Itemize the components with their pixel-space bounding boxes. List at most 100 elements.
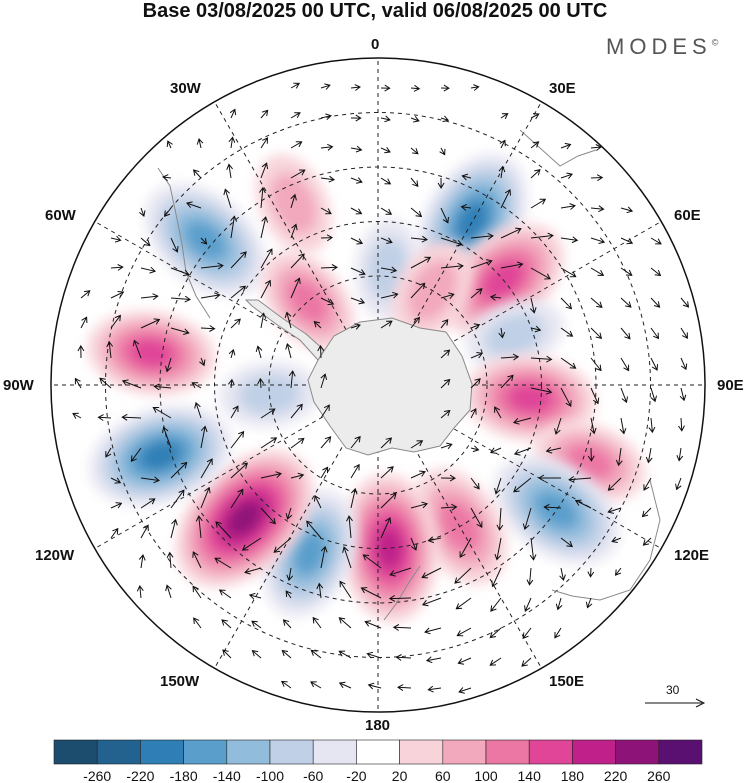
wind-vector — [388, 594, 412, 602]
wind-vector — [560, 236, 579, 244]
wind-vector — [470, 232, 494, 240]
wind-vector — [260, 471, 282, 479]
wind-vector — [320, 113, 332, 121]
wind-vector — [650, 327, 660, 340]
anomaly-contour — [238, 374, 301, 415]
wind-vector — [214, 557, 232, 569]
colorbar-tick-label: 20 — [392, 768, 408, 783]
wind-vector — [619, 417, 627, 435]
wind-vector — [290, 223, 298, 239]
wind-vector — [395, 654, 412, 661]
wind-vector — [680, 297, 690, 308]
longitude-label-0: 0 — [371, 36, 380, 53]
wind-vector — [440, 84, 450, 92]
wind-vector — [489, 657, 502, 666]
wind-vector — [500, 353, 520, 361]
wind-vector — [615, 447, 623, 467]
wind-vector — [440, 262, 464, 270]
wind-vector — [350, 463, 360, 479]
wind-vector — [251, 649, 262, 659]
colorbar-swatch — [269, 739, 314, 765]
wind-vector — [165, 584, 172, 599]
wind-vector — [140, 237, 151, 247]
wind-vector — [470, 477, 480, 490]
wind-vector — [284, 311, 292, 329]
longitude-label-120e: 120E — [674, 547, 710, 564]
brand-logo: MODES© — [606, 34, 718, 60]
wind-vector — [587, 567, 595, 578]
wind-vector — [410, 470, 426, 479]
colorbar-swatch — [615, 739, 660, 765]
wind-vector — [350, 207, 363, 215]
wind-vector — [313, 320, 322, 329]
wind-vector — [500, 113, 509, 120]
wind-vector — [410, 282, 426, 299]
wind-vector — [522, 507, 532, 531]
colorbar-tick-label: -100 — [256, 768, 284, 783]
wind-vector — [500, 374, 514, 389]
wind-vector — [140, 293, 159, 300]
colorbar-swatch — [183, 739, 228, 765]
anomaly-center — [341, 473, 438, 623]
wind-vector — [200, 325, 216, 332]
colorbar-tick-label: 140 — [518, 768, 542, 783]
wind-vector — [530, 355, 553, 363]
wind-vector — [380, 320, 393, 329]
wind-vector — [290, 141, 303, 149]
wind-vector — [494, 537, 502, 561]
wind-vector — [350, 145, 363, 153]
wind-vector — [105, 447, 112, 458]
wind-vector — [680, 327, 688, 340]
wind-vector — [642, 537, 652, 546]
colorbar-tick-label: -20 — [346, 768, 366, 783]
wind-vector — [110, 527, 119, 539]
wind-vector — [260, 216, 269, 239]
longitude-label-90w: 90W — [3, 377, 34, 394]
anomaly-contour — [507, 383, 553, 414]
graticule — [51, 58, 705, 712]
colorbar-swatch — [53, 739, 98, 765]
wind-vector — [530, 198, 547, 209]
wind-vector — [410, 537, 418, 551]
wind-vector — [320, 436, 332, 449]
wind-vector — [223, 188, 232, 209]
wind-vector — [286, 567, 294, 582]
colorbar-swatch — [528, 739, 573, 765]
wind-vector — [650, 387, 657, 403]
wind-vector — [529, 537, 537, 561]
meridian-line — [377, 384, 662, 549]
landmass — [157, 129, 661, 621]
wind-vector — [74, 377, 82, 389]
wind-vector — [200, 262, 224, 270]
wind-vector — [620, 387, 628, 404]
wind-vector — [121, 379, 142, 389]
wind-vector — [424, 627, 442, 635]
wind-vector — [607, 477, 622, 491]
wind-vector — [248, 592, 262, 600]
longitude-label-180: 180 — [365, 717, 391, 734]
wind-vector — [320, 264, 338, 271]
wind-vector — [470, 378, 481, 389]
colorbar-tick-label: -60 — [303, 768, 323, 783]
wind-vector — [338, 617, 352, 629]
wind-vector — [193, 617, 202, 629]
wind-vector — [230, 318, 241, 329]
wind-vector — [170, 518, 178, 539]
wind-vector — [215, 521, 232, 539]
wind-vector — [192, 585, 202, 599]
wind-vector — [560, 387, 572, 408]
wind-vector — [257, 377, 265, 389]
colorbar-tick-label: 180 — [561, 768, 585, 783]
wind-vector — [320, 83, 331, 90]
wind-vector — [530, 232, 554, 240]
wind-vector — [320, 297, 335, 306]
wind-vector — [260, 408, 276, 419]
antarctica-landmass — [307, 317, 473, 456]
wind-vector — [310, 649, 322, 659]
wind-vector — [590, 205, 605, 213]
wind-vector — [170, 295, 191, 303]
wind-vector — [290, 169, 306, 179]
wind-vector — [643, 477, 652, 491]
africa-coast — [519, 129, 597, 167]
wind-vector — [260, 109, 269, 119]
